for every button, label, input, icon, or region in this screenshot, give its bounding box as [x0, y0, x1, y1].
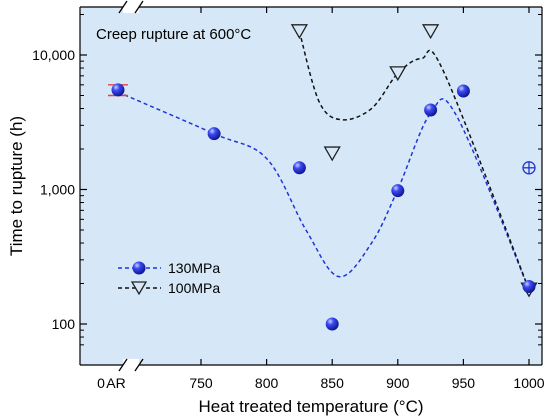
- legend-marker-130mpa: [132, 261, 146, 275]
- data-markers: [108, 24, 538, 331]
- y-tick-label: 1,000: [40, 182, 75, 198]
- x-tick-label: 850: [321, 375, 345, 391]
- x-tick-label: 1000: [513, 375, 544, 391]
- plot-area: [80, 7, 542, 365]
- data-point-100mpa: [389, 66, 407, 82]
- data-point-130mpa: [111, 83, 125, 97]
- legend-item-100mpa: 100MPa: [118, 280, 220, 296]
- axis-break-mark: [134, 358, 144, 372]
- axis-break-mark: [118, 358, 128, 372]
- x-tick-label: 0: [97, 375, 105, 391]
- data-point-100mpa: [323, 146, 341, 162]
- plot-frame: [79, 0, 543, 372]
- data-point-130mpa: [424, 103, 438, 117]
- legend-label-100mpa: 100MPa: [168, 280, 220, 296]
- trend-lines: [117, 31, 530, 290]
- legend-marker-100mpa: [130, 281, 148, 296]
- data-point-130mpa: [522, 280, 536, 294]
- data-point-130mpa: [391, 184, 405, 198]
- x-tick-label: 950: [452, 375, 476, 391]
- axis-break-gap: [123, 359, 139, 371]
- x-tick-label: 750: [189, 375, 213, 391]
- axis-break-mark: [118, 0, 128, 14]
- x-tick-label: 900: [386, 375, 410, 391]
- data-point-100mpa: [290, 24, 309, 40]
- y-tick-label: 10,000: [32, 47, 75, 63]
- x-axis-label: Heat treated temperature (°C): [198, 397, 423, 416]
- axis-break-mark: [134, 0, 144, 14]
- y-tick-label: 100: [52, 316, 76, 332]
- trend-line-100mpa: [298, 31, 530, 290]
- axis-break-gap: [123, 1, 139, 13]
- axis-ticks: 0 AR 750 800 850 900 950 1000 100 1,000 10,000: [32, 7, 545, 391]
- legend-item-130mpa: 130MPa: [118, 260, 220, 276]
- x-tick-label: 800: [255, 375, 279, 391]
- y-axis-label: Time to rupture (h): [7, 116, 26, 256]
- data-point-130mpa: [325, 317, 339, 331]
- trend-line-130mpa: [117, 91, 530, 290]
- legend-label-130mpa: 130MPa: [168, 260, 220, 276]
- data-point-100mpa: [421, 24, 440, 40]
- data-point-130mpa: [207, 127, 221, 141]
- data-point-130mpa: [456, 84, 470, 98]
- x-tick-label: AR: [106, 375, 125, 391]
- annotation-text: Creep rupture at 600°C: [96, 26, 251, 43]
- data-point-130mpa: [292, 161, 306, 175]
- legend: 130MPa 100MPa: [118, 260, 220, 296]
